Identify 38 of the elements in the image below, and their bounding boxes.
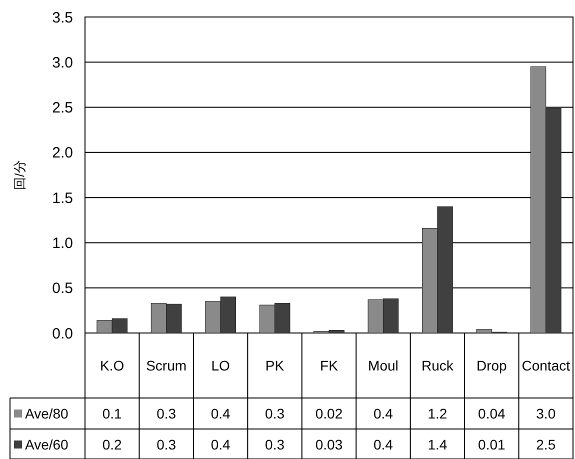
y-tick-label: 1.0 (52, 234, 73, 252)
legend-label: Ave/60 (25, 436, 69, 452)
data-label: 2.5 (536, 436, 556, 452)
data-label: 0.3 (156, 436, 176, 452)
y-tick-label: 3.5 (52, 9, 73, 26)
data-label: 0.2 (102, 436, 122, 452)
legend-label: Ave/80 (25, 405, 69, 422)
data-label: 0.3 (265, 405, 285, 422)
y-tick-label: 0.0 (52, 325, 73, 342)
x-tick-label: Drop (476, 357, 508, 374)
y-tick-label: 2.0 (52, 144, 73, 162)
y-tick-label: 1.5 (52, 190, 73, 207)
x-tick-label: Contact (522, 357, 570, 374)
x-tick-label: K.O (100, 357, 124, 374)
data-label: 0.04 (478, 405, 506, 422)
data-label: 0.3 (265, 436, 285, 452)
data-label: 0.4 (373, 436, 394, 452)
x-tick-label: PK (265, 357, 285, 374)
data-label: 0.03 (315, 436, 343, 452)
data-label: 3.0 (536, 405, 556, 422)
data-label: 0.4 (373, 405, 394, 422)
x-tick-label: FK (320, 357, 339, 374)
x-tick-label: LO (211, 357, 230, 374)
y-axis-title: 回/分 (12, 160, 27, 190)
data-label: 0.4 (210, 436, 230, 452)
data-label: 0.3 (156, 405, 176, 422)
data-label: 0.01 (478, 436, 506, 452)
data-label: 0.1 (102, 405, 122, 422)
y-tick-label: 2.5 (52, 100, 73, 117)
y-tick-label: 3.0 (52, 54, 73, 72)
data-label: 0.02 (315, 405, 343, 422)
data-label: 1.2 (428, 405, 448, 422)
x-tick-label: Scrum (146, 357, 187, 374)
data-label: 1.4 (428, 436, 448, 452)
x-tick-label: Ruck (421, 357, 454, 374)
y-tick-label: 0.5 (52, 280, 73, 298)
data-label: 0.4 (210, 405, 230, 422)
x-tick-label: Moul (368, 357, 398, 374)
